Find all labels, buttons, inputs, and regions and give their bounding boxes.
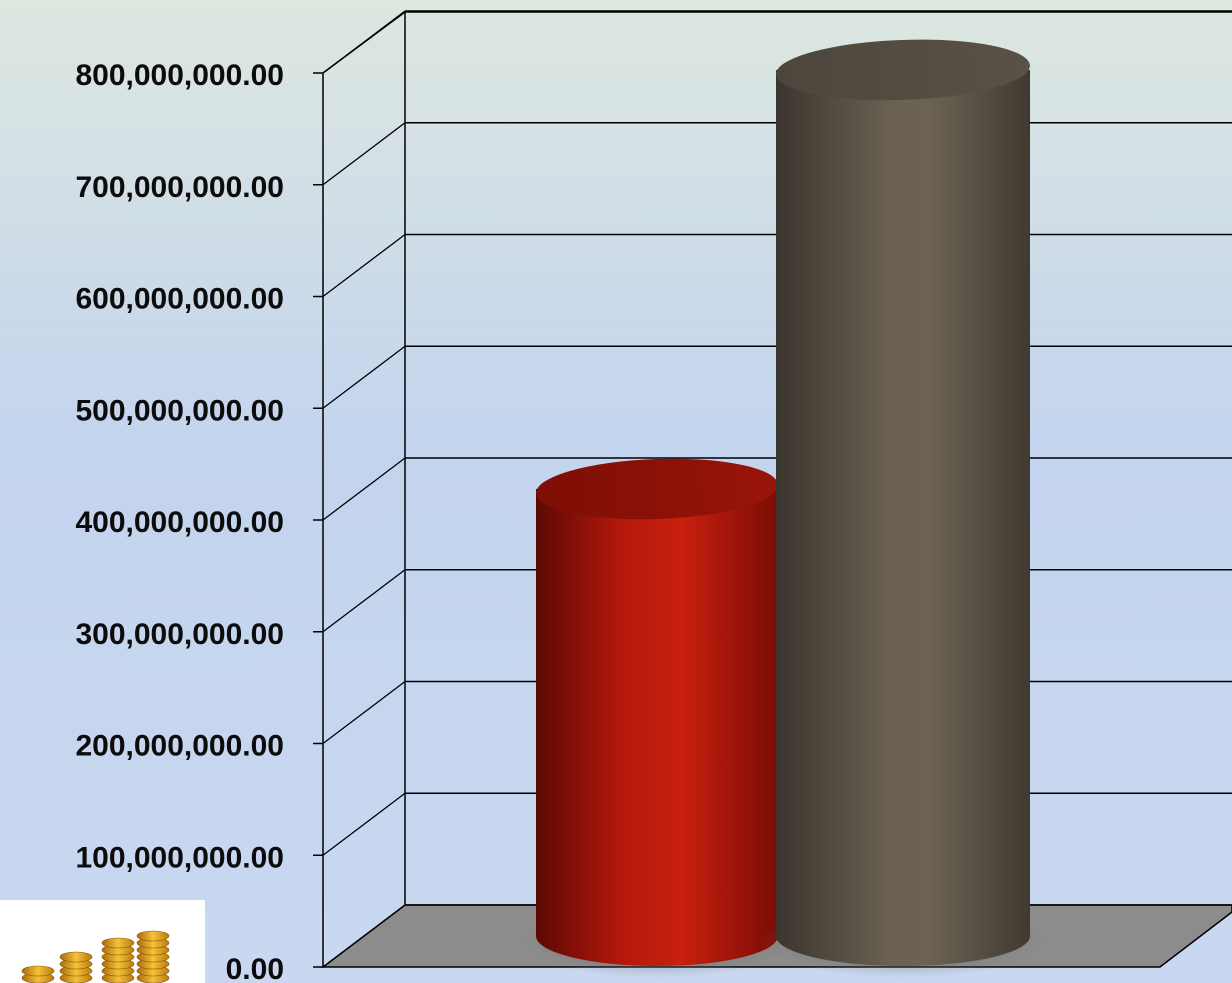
- side-gridline: [322, 122, 406, 186]
- y-tick-label: 800,000,000.00: [75, 59, 284, 92]
- coin-stacks-illustration: [21, 930, 170, 983]
- bar-2-top: [776, 39, 1030, 101]
- side-gridline: [322, 569, 406, 633]
- bar-1-top: [536, 458, 778, 520]
- side-gridline: [322, 10, 406, 74]
- coin-stacks: [21, 930, 170, 983]
- y-tick-label: 300,000,000.00: [75, 618, 284, 651]
- coin: [136, 930, 170, 942]
- bars: [518, 39, 1048, 978]
- y-axis-tick-labels: 0.00 100,000,000.00 200,000,000.00 300,000,…: [75, 59, 284, 983]
- side-gridline: [322, 792, 406, 856]
- coin: [59, 951, 93, 963]
- bar-1-body: [536, 489, 778, 966]
- y-tick-label: 500,000,000.00: [75, 394, 284, 427]
- y-tick-label: 400,000,000.00: [75, 506, 284, 539]
- side-gridline: [322, 345, 406, 409]
- y-tick-label: 0.00: [226, 953, 284, 983]
- y-tick-label: 200,000,000.00: [75, 730, 284, 763]
- y-tick-label: 600,000,000.00: [75, 283, 284, 316]
- gold-coin-stacks-icon: [0, 900, 205, 983]
- coin: [101, 937, 135, 949]
- side-gridline: [322, 904, 406, 968]
- y-tick-label: 100,000,000.00: [75, 841, 284, 874]
- side-gridline: [322, 680, 406, 745]
- y-tick-label: 700,000,000.00: [75, 171, 284, 204]
- side-gridline: [322, 457, 406, 521]
- side-gridline: [322, 233, 406, 298]
- coin: [21, 965, 55, 977]
- bar-2-body: [776, 69, 1030, 966]
